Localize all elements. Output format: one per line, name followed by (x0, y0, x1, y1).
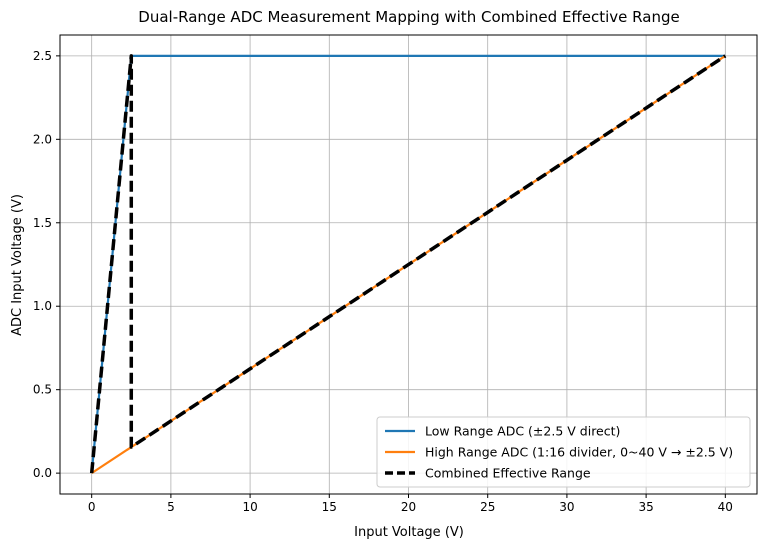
legend-box (376, 416, 751, 488)
x-tick-label: 15 (322, 500, 337, 514)
x-axis-ticks: 0 5 10 15 20 25 30 35 40 (88, 494, 733, 514)
y-tick-label: 2.5 (33, 49, 52, 63)
series-group (89, 54, 727, 475)
x-tick-label: 5 (167, 500, 175, 514)
series-line-2 (89, 54, 727, 474)
x-tick-label: 40 (718, 500, 733, 514)
chart-title: Dual-Range ADC Measurement Mapping with … (138, 8, 679, 26)
x-tick-label: 10 (242, 500, 257, 514)
x-tick-label: 35 (638, 500, 653, 514)
y-tick-label: 1.5 (33, 216, 52, 230)
y-axis-label: ADC Input Voltage (V) (10, 194, 25, 336)
x-tick-label: 20 (401, 500, 416, 514)
y-axis-ticks: 0.0 0.5 1.0 1.5 2.0 2.5 (33, 49, 60, 480)
x-tick-label: 25 (480, 500, 495, 514)
legend-label-0: Low Range ADC (±2.5 V direct) (425, 424, 620, 439)
legend-label-2: Combined Effective Range (425, 466, 591, 481)
y-tick-label: 1.0 (33, 299, 52, 313)
x-axis-label: Input Voltage (V) (354, 525, 464, 540)
x-tick-label: 30 (559, 500, 574, 514)
legend: Low Range ADC (±2.5 V direct) High Range … (376, 416, 751, 488)
y-tick-label: 0.0 (33, 466, 52, 480)
y-tick-label: 0.5 (33, 383, 52, 397)
y-tick-label: 2.0 (33, 132, 52, 146)
legend-label-1: High Range ADC (1:16 divider, 0~40 V → ±… (425, 445, 733, 460)
x-tick-label: 0 (88, 500, 96, 514)
